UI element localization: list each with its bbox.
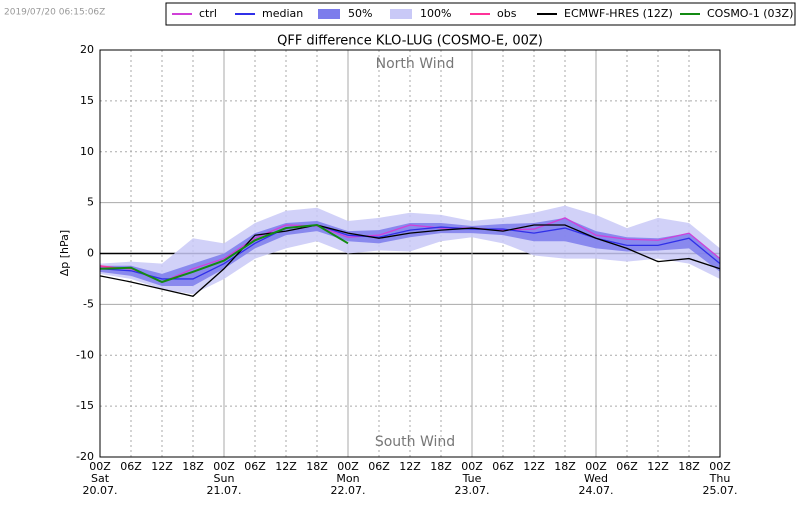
series-line (99, 217, 721, 283)
x-date-label: 24.07. (579, 484, 614, 497)
legend-label: 100% (420, 7, 451, 20)
x-tick-label: 12Z (523, 460, 545, 473)
legend-label: obs (497, 7, 517, 20)
legend-label: ECMWF-HRES (12Z) (564, 7, 673, 20)
x-day-label: Sun (214, 472, 235, 485)
legend-swatch (390, 9, 412, 19)
x-date-label: 22.07. (331, 484, 366, 497)
series-line (99, 224, 721, 280)
x-tick-label: 12Z (647, 460, 669, 473)
x-date-label: 21.07. (207, 484, 242, 497)
x-tick-label: 00Z (585, 460, 607, 473)
x-date-label: 25.07. (703, 484, 738, 497)
y-axis-label: Δp [hPa] (58, 230, 71, 276)
plot-frame (99, 49, 721, 458)
x-date-label: 23.07. (455, 484, 490, 497)
x-tick-label: 18Z (678, 460, 700, 473)
x-day-label: Thu (709, 472, 731, 485)
y-tick-label: 15 (80, 94, 94, 107)
x-tick-label: 18Z (306, 460, 328, 473)
legend-label: median (262, 7, 303, 20)
series-line (99, 224, 721, 297)
legend-label: ctrl (199, 7, 217, 20)
x-tick-label: 12Z (275, 460, 297, 473)
y-tick-label: -10 (76, 348, 94, 361)
x-tick-label: 00Z (709, 460, 731, 473)
x-tick-label: 06Z (244, 460, 266, 473)
x-tick-label: 00Z (461, 460, 483, 473)
x-day-label: Mon (336, 472, 359, 485)
y-tick-label: 10 (80, 145, 94, 158)
x-day-label: Wed (584, 472, 608, 485)
annotation: South Wind (375, 434, 455, 450)
legend-label: 50% (348, 7, 372, 20)
series-line (99, 223, 349, 284)
x-date-label: 20.07. (83, 484, 118, 497)
x-tick-label: 00Z (213, 460, 235, 473)
x-tick-label: 18Z (182, 460, 204, 473)
x-tick-label: 00Z (89, 460, 111, 473)
annotation: North Wind (376, 56, 455, 72)
x-day-label: Sat (91, 472, 110, 485)
chart-title: QFF difference KLO-LUG (COSMO-E, 00Z) (277, 34, 543, 49)
legend-swatch (318, 9, 340, 19)
timestamp: 2019/07/20 06:15:06Z (4, 8, 105, 18)
x-tick-label: 12Z (399, 460, 421, 473)
x-day-label: Tue (462, 472, 482, 485)
y-tick-label: -5 (83, 297, 94, 310)
x-tick-label: 06Z (492, 460, 514, 473)
y-tick-label: 0 (87, 247, 94, 260)
x-tick-label: 18Z (554, 460, 576, 473)
x-tick-label: 12Z (151, 460, 173, 473)
y-tick-label: 5 (87, 196, 94, 209)
y-tick-label: -15 (76, 399, 94, 412)
x-tick-label: 06Z (368, 460, 390, 473)
x-tick-label: 06Z (120, 460, 142, 473)
legend-label: COSMO-1 (03Z) (707, 7, 793, 20)
x-tick-label: 00Z (337, 460, 359, 473)
x-tick-label: 18Z (430, 460, 452, 473)
y-tick-label: 20 (80, 43, 94, 56)
y-tick-label: -20 (76, 450, 94, 463)
x-tick-label: 06Z (616, 460, 638, 473)
